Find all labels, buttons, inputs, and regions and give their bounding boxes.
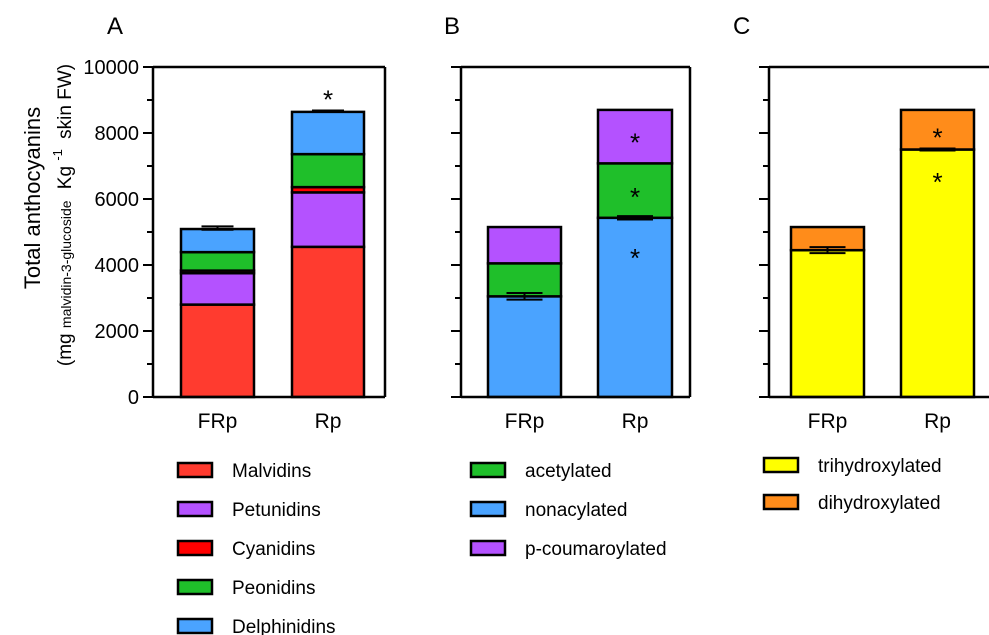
legend-swatch [176, 500, 214, 518]
bar-segment-rp-acetylated [596, 162, 674, 220]
significance-star: * [630, 128, 640, 158]
legend-label: Peonidins [232, 578, 315, 599]
significance-star: * [323, 85, 333, 115]
bar-segment-frp-delphinidins [179, 227, 256, 254]
legend-label: Petunidins [232, 500, 321, 521]
y-tick-label: 0 [128, 387, 139, 409]
legend-label: dihydroxylated [818, 493, 941, 514]
legend-label: Delphinidins [232, 617, 336, 635]
unit-kg: Kg [55, 166, 76, 189]
y-tick-label: 10000 [83, 57, 139, 79]
y-axis-title: Total anthocyanins (mg malvidin-3-glucos… [20, 64, 76, 366]
bar-segment-rp-dihydroxylated [899, 108, 976, 151]
unit-suffix: skin FW) [55, 64, 76, 139]
legend-swatch [176, 539, 214, 557]
bar-segment-frp-nonacylated [486, 295, 563, 399]
bar-segment-rp-trihydroxylated [899, 148, 976, 399]
legend-swatch [176, 461, 214, 479]
bar-segment-frp-malvidins [179, 303, 256, 399]
bar-segment-rp-delphinidins [290, 110, 366, 156]
bar-segment-frp-acetylated [486, 262, 563, 298]
legend-swatch [176, 617, 214, 635]
panel-b: FRp Rp B * * * acetylated nonacylated p-coumaroy… [444, 13, 692, 560]
legend-label: trihydroxylated [818, 456, 942, 477]
bar-segment-frp-p-coumaroylated [486, 225, 563, 265]
y-axis-title-main: Total anthocyanins [20, 107, 45, 289]
unit-exp: -1 [50, 149, 65, 161]
significance-star: * [630, 243, 640, 273]
panel-c: FRp Rp C * * trihydroxylated dihydroxylated [733, 13, 989, 514]
legend-swatch [762, 493, 800, 511]
unit-small: malvidin-3-glucoside [58, 200, 74, 328]
x-tick-label: Rp [315, 410, 342, 433]
y-axis-title-unit: (mg malvidin-3-glucoside Kg -1 skin FW) [46, 64, 76, 366]
bar-segment-frp-trihydroxylated [789, 248, 866, 399]
panel-label: C [733, 13, 750, 40]
legend-label: acetylated [525, 461, 612, 482]
legend-label: p-coumaroylated [525, 539, 667, 560]
y-tick-label: 4000 [95, 255, 140, 277]
significance-star: * [932, 167, 942, 197]
y-tick-label: 6000 [95, 189, 140, 211]
panel-label: A [107, 13, 123, 40]
panel-a: 0 2000 4000 6000 8000 10000 FRp Rp A * Malvidins Pe… [83, 13, 387, 635]
bar-segment-rp-malvidins [290, 245, 366, 399]
bar-segment-frp-peonidins [179, 250, 256, 272]
x-tick-label: FRp [505, 410, 545, 433]
legend-label: nonacylated [525, 500, 627, 521]
legend-swatch [469, 500, 507, 518]
bar-segment-rp-nonacylated [596, 216, 674, 399]
legend-swatch [469, 461, 507, 479]
bar-segment-rp-p-coumaroylated [596, 108, 674, 165]
significance-star: * [932, 123, 942, 153]
chart-panels: 0 2000 4000 6000 8000 10000 FRp Rp A * Malvidins Pe… [83, 13, 989, 635]
x-tick-label: Rp [924, 410, 951, 433]
x-tick-label: FRp [808, 410, 848, 433]
bar-segment-rp-petunidins [290, 191, 366, 249]
bar-segment-frp-petunidins [179, 272, 256, 306]
legend-swatch [176, 578, 214, 596]
bar-segment-rp-peonidins [290, 152, 366, 189]
y-tick-label: 8000 [95, 123, 140, 145]
significance-star: * [630, 182, 640, 212]
legend-label: Cyanidins [232, 539, 315, 560]
legend-swatch [762, 456, 800, 474]
unit-prefix: (mg [55, 333, 76, 366]
x-tick-label: FRp [198, 410, 238, 433]
legend-label: Malvidins [232, 461, 311, 482]
panel-label: B [444, 13, 460, 40]
legend-swatch [469, 539, 507, 557]
x-tick-label: Rp [622, 410, 649, 433]
y-tick-label: 2000 [95, 321, 140, 343]
